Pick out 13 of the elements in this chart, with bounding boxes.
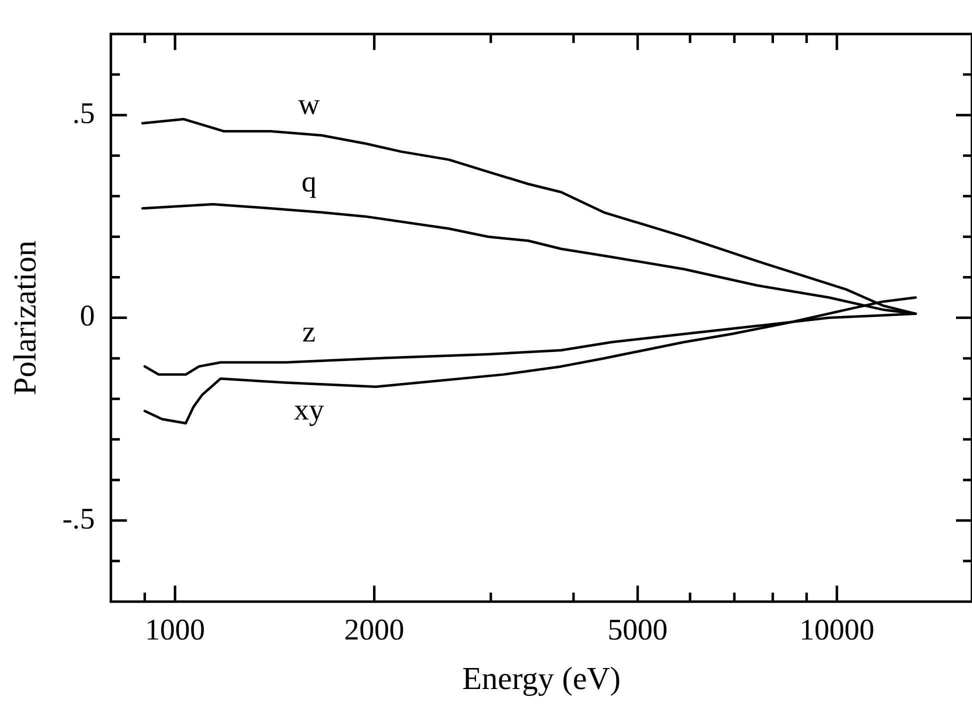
y-axis-title: Polarization <box>6 240 43 396</box>
x-axis-title: Energy (eV) <box>462 660 621 696</box>
x-tick-label: 5000 <box>608 613 668 646</box>
x-tick-label: 1000 <box>145 613 206 646</box>
series-label: xy <box>294 394 324 427</box>
y-tick-label: 0 <box>80 300 95 333</box>
series-label: z <box>302 315 316 348</box>
y-tick-label: -.5 <box>62 502 95 536</box>
y-tick-label: .5 <box>72 96 95 130</box>
series-label: w <box>298 88 320 122</box>
series-label: q <box>301 165 316 198</box>
x-tick-label: 2000 <box>344 613 404 646</box>
x-tick-label: 10000 <box>799 613 874 646</box>
